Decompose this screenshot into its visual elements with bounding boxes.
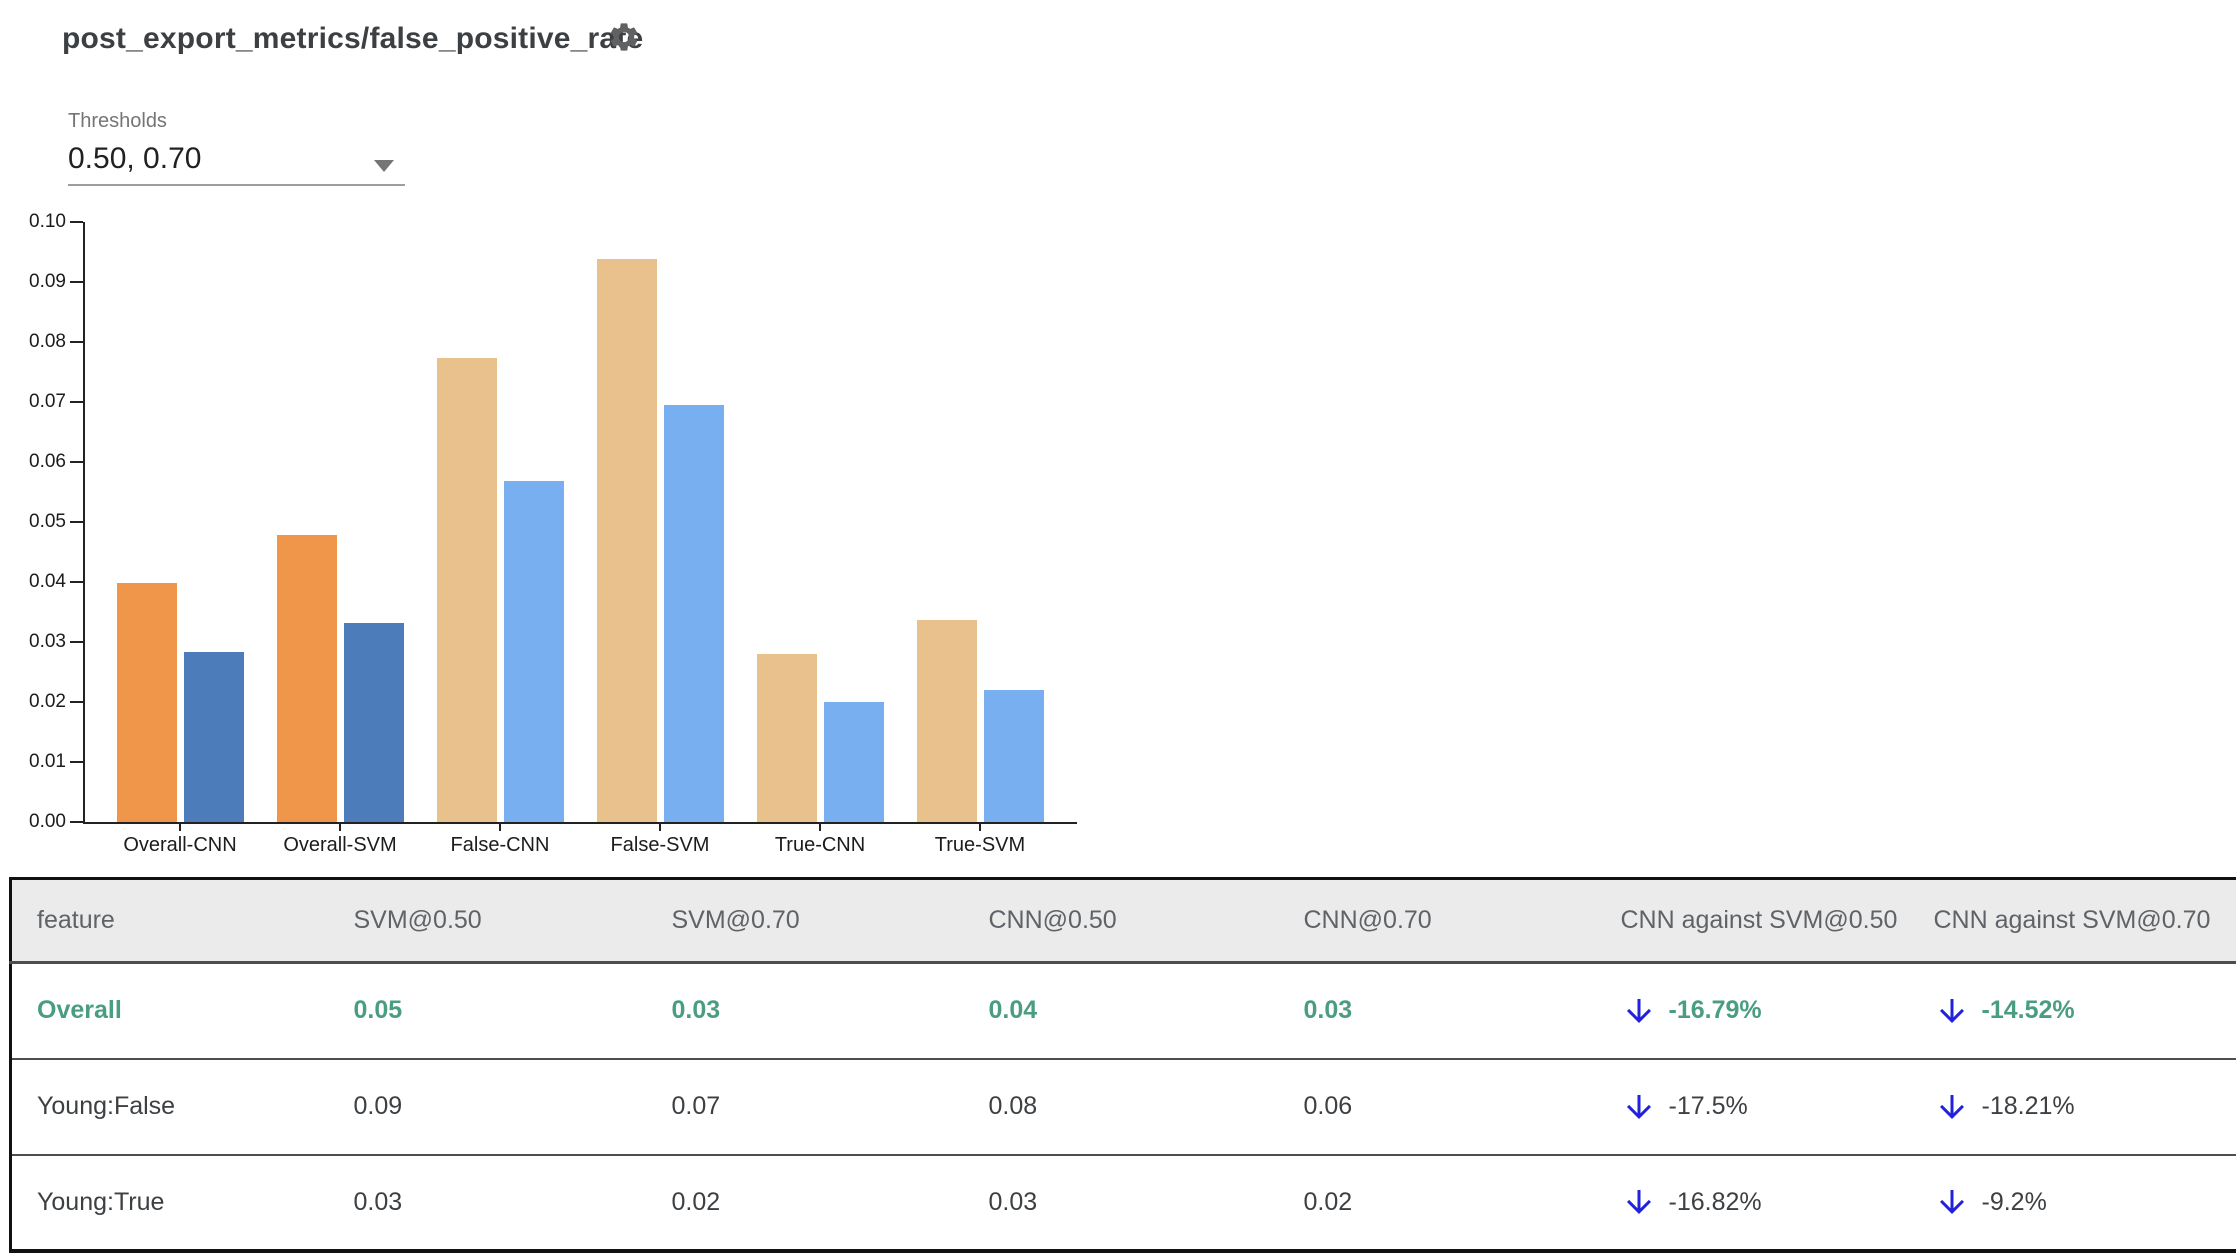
y-axis-tick-label: 0.10 (29, 211, 66, 232)
y-axis-tick-label: 0.08 (29, 331, 66, 352)
metrics-table: feature SVM@0.50 SVM@0.70 CNN@0.50 CNN@0.70 C… (9, 877, 2236, 1253)
delta-value: -9.2% (1981, 1187, 2047, 1216)
column-header: CNN@0.70 (1278, 878, 1596, 964)
feature-cell: Young:True (37, 1187, 165, 1216)
y-axis-tick-mark (70, 821, 83, 823)
y-axis-tick-mark (70, 461, 83, 463)
arrow-down-icon (1626, 1190, 1651, 1214)
metric-value-cell: 0.09 (353, 1092, 403, 1120)
delta-cell: -14.52% (1909, 963, 2236, 1059)
metric-value-cell: 0.05 (353, 996, 403, 1025)
x-axis-tick-mark (979, 822, 981, 831)
table-row: Overall 0.05 0.03 0.04 0.03 -16.79% -14.52% (11, 963, 2236, 1059)
select-underline (68, 184, 405, 186)
bar-True-SVM-threshold0.70[interactable] (983, 690, 1044, 822)
metric-value-cell: 0.03 (1303, 996, 1353, 1025)
metric-value-cell: 0.07 (671, 1092, 721, 1120)
bar-True-CNN-threshold0.50[interactable] (756, 654, 817, 822)
y-axis-tick-label: 0.03 (29, 631, 66, 652)
bar-chart: 0.10 0.09 0.08 0.07 0.06 0.05 0.04 0.03 0.02 0.01… (29, 211, 1077, 856)
y-axis-tick-mark (70, 761, 83, 763)
y-axis-tick-mark (70, 701, 83, 703)
bar-Overall-SVM-threshold0.70[interactable] (343, 622, 404, 822)
page-title: post_export_metrics/false_positive_rate (62, 22, 644, 55)
y-axis-tick-mark (70, 521, 83, 523)
column-header: SVM@0.50 (328, 878, 647, 964)
bar-True-SVM-threshold0.50[interactable] (916, 619, 977, 822)
bar-False-SVM-threshold0.70[interactable] (663, 405, 724, 822)
x-axis-tick-mark (819, 822, 821, 831)
thresholds-select[interactable]: 0.50, 0.70 (68, 142, 405, 186)
thresholds-value: 0.50, 0.70 (68, 142, 202, 175)
bar-True-CNN-threshold0.70[interactable] (823, 702, 884, 822)
x-axis-category-label: False-SVM (610, 834, 710, 856)
bar-False-CNN-threshold0.70[interactable] (503, 481, 564, 822)
bar-Overall-SVM-threshold0.50[interactable] (276, 535, 337, 822)
delta-cell: -18.21% (1909, 1059, 2236, 1155)
delta-cell: -9.2% (1909, 1155, 2236, 1251)
y-axis-tick-label: 0.04 (29, 571, 66, 592)
y-axis-tick-label: 0.00 (29, 811, 66, 832)
x-axis-tick-mark (499, 822, 501, 831)
arrow-down-icon (1939, 1190, 1964, 1214)
y-axis-tick-label: 0.07 (29, 391, 66, 412)
y-axis-tick-label: 0.05 (29, 511, 66, 532)
metric-value-cell: 0.03 (671, 996, 721, 1025)
delta-cell: -16.79% (1596, 963, 1909, 1059)
feature-cell: Young:False (37, 1092, 176, 1120)
x-axis-category-label: Overall-SVM (283, 834, 397, 856)
arrow-down-icon (1626, 998, 1651, 1023)
y-axis-tick-mark (70, 341, 83, 343)
y-axis-tick-label: 0.02 (29, 691, 66, 712)
metric-value-cell: 0.03 (988, 1187, 1038, 1216)
delta-value: -14.52% (1981, 996, 2075, 1025)
column-header: feature (10, 878, 329, 964)
y-axis-tick-label: 0.09 (29, 271, 66, 292)
x-axis-category-label: True-SVM (934, 834, 1026, 856)
chevron-down-icon (374, 160, 394, 172)
delta-value: -17.5% (1668, 1092, 1748, 1120)
metric-value-cell: 0.03 (353, 1187, 403, 1216)
y-axis-tick-label: 0.06 (29, 451, 66, 472)
column-header: CNN against SVM@0.50 (1595, 878, 1909, 964)
metric-value-cell: 0.06 (1303, 1092, 1353, 1120)
y-axis-tick-mark (70, 581, 83, 583)
column-header: CNN@0.50 (963, 878, 1279, 964)
column-header: CNN against SVM@0.70 (1908, 878, 2236, 964)
x-axis-tick-mark (659, 822, 661, 831)
y-axis-tick-mark (70, 641, 83, 643)
metric-value-cell: 0.08 (988, 1092, 1038, 1120)
metric-value-cell: 0.02 (671, 1187, 721, 1216)
x-axis-tick-mark (339, 822, 341, 831)
table-header-row: feature SVM@0.50 SVM@0.70 CNN@0.50 CNN@0.70 C… (10, 878, 2236, 964)
arrow-down-icon (1939, 998, 1964, 1023)
y-axis-tick-mark (70, 221, 83, 223)
table-row: Young:True 0.03 0.02 0.03 0.02 -16.82% -9.2% (10, 1154, 2236, 1251)
delta-value: -16.79% (1668, 996, 1762, 1025)
x-axis-category-label: True-CNN (774, 834, 866, 856)
y-axis-tick-mark (70, 281, 83, 283)
delta-cell: -17.5% (1596, 1059, 1909, 1155)
bar-False-SVM-threshold0.50[interactable] (596, 259, 657, 822)
delta-cell: -16.82% (1596, 1155, 1909, 1251)
column-header: SVM@0.70 (646, 878, 964, 964)
x-axis-category-label: Overall-CNN (123, 834, 237, 856)
delta-value: -18.21% (1981, 1092, 2075, 1120)
arrow-down-icon (1626, 1094, 1651, 1119)
thresholds-label: Thresholds (68, 110, 167, 132)
metric-value-cell: 0.02 (1303, 1187, 1353, 1216)
delta-value: -16.82% (1668, 1187, 1762, 1216)
table-row: Young:False 0.09 0.07 0.08 0.06 -17.5% -18.21% (10, 1058, 2236, 1155)
bar-False-CNN-threshold0.50[interactable] (436, 357, 497, 822)
bar-Overall-CNN-threshold0.70[interactable] (183, 651, 244, 822)
y-axis-tick-label: 0.01 (29, 751, 66, 772)
y-axis-tick-mark (70, 401, 83, 403)
arrow-down-icon (1939, 1094, 1964, 1119)
x-axis-tick-mark (179, 822, 181, 831)
metric-value-cell: 0.04 (988, 996, 1038, 1025)
bar-Overall-CNN-threshold0.50[interactable] (116, 583, 177, 822)
x-axis-category-label: False-CNN (450, 834, 550, 856)
feature-cell: Overall (37, 996, 122, 1025)
gear-icon[interactable] (606, 20, 642, 56)
